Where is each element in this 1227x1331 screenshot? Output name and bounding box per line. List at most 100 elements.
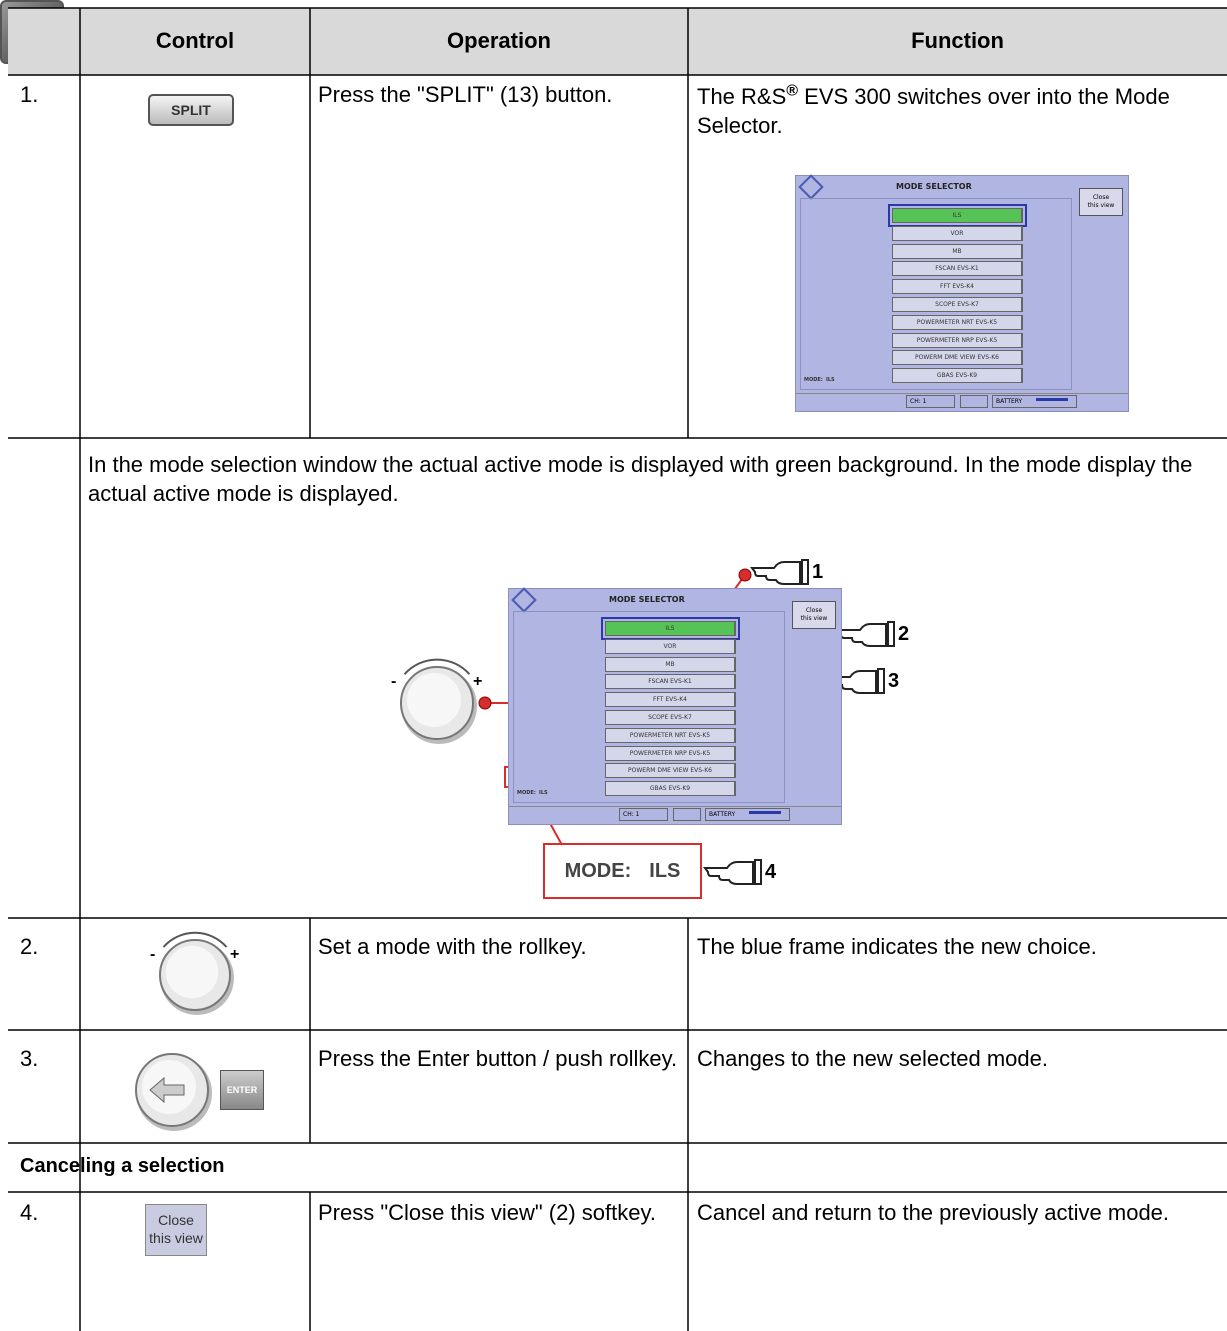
close-button-line: Close: [158, 1212, 194, 1228]
rollkey-plus: +: [473, 673, 483, 690]
close-view-line: this view: [1087, 202, 1115, 209]
close-view-button: Close this view: [792, 601, 836, 629]
mode-button: SCOPE EVS-K7: [605, 710, 736, 725]
function: The blue frame indicates the new choice.: [697, 934, 1097, 959]
step-number: 4.: [20, 1200, 39, 1225]
screen-title: MODE SELECTOR: [609, 595, 685, 604]
function: The R&S® EVS 300 switches over into the …: [697, 82, 1217, 140]
callout-number: 1: [812, 561, 824, 583]
mode-button: SCOPE EVS-K7: [892, 297, 1023, 312]
mode-indicator-value: ILS: [826, 377, 835, 383]
pointer-dot: [478, 696, 492, 710]
callout-number: 4: [765, 861, 777, 883]
note: In the mode selection window the actual …: [88, 452, 1193, 506]
mode-indicator: MODE:: [804, 377, 823, 383]
function-text: EVS 300 switches over into the Mode Sele…: [697, 84, 1170, 138]
battery-bar: [1036, 398, 1068, 401]
screen-panel: [800, 198, 1072, 390]
pointing-hand: [750, 559, 809, 585]
function-text: The R&S: [697, 84, 787, 109]
mode-button: GBAS EVS-K9: [605, 781, 736, 797]
logo: [798, 174, 824, 200]
mode-indicator: MODE:: [517, 790, 536, 796]
function: Cancel and return to the previously acti…: [697, 1200, 1170, 1225]
battery: BATTERY: [992, 395, 1077, 408]
mode-button: MB: [892, 243, 1023, 259]
step-number: 3.: [20, 1046, 39, 1071]
cuff: [887, 621, 895, 647]
close-button: Close this view: [145, 1204, 207, 1256]
rollkey: [400, 658, 477, 744]
knob-arrow: [162, 931, 228, 948]
mode-indicator-value: ILS: [539, 790, 548, 796]
rollkey: [159, 931, 234, 1015]
column-header: Function: [911, 28, 1004, 53]
rollkey-minus: -: [391, 673, 397, 690]
cuff: [877, 668, 885, 694]
operation: Press the "SPLIT" (13) button.: [318, 82, 613, 107]
callout-number: 3: [888, 670, 900, 692]
status-bar: [796, 393, 1128, 410]
column-header: Control: [155, 28, 235, 53]
mode-button: POWERMETER NRT EVS-K5: [605, 727, 736, 743]
pointing-hand: [703, 859, 762, 885]
callout-number: 2: [898, 623, 910, 645]
mode-button: POWERMETER NRP EVS-K5: [605, 745, 736, 761]
mode-selector-screen: MODE SELECTOR Close this view ILS VOR MB FSCAN…: [795, 174, 1129, 412]
registered-mark: ®: [786, 82, 799, 100]
mode-button: VOR: [892, 225, 1023, 241]
channel: CH: 1: [906, 395, 955, 408]
rollkey-minus: -: [150, 946, 156, 963]
mode-button: FFT EVS-K4: [892, 279, 1023, 295]
hand-outline: [703, 861, 754, 885]
hand-outline: [750, 561, 801, 585]
column-header: Operation: [447, 28, 551, 53]
mode-button: POWERM DME VIEW EVS-K6: [605, 763, 736, 779]
mode-button: POWERMETER NRP EVS-K5: [892, 332, 1023, 348]
battery-bar: [749, 811, 781, 814]
mode-button: FFT EVS-K4: [605, 692, 736, 708]
rollkey-plus: +: [230, 946, 240, 963]
mode-button: FSCAN EVS-K1: [605, 674, 736, 690]
close-view-line: Close: [1092, 194, 1110, 201]
mode-value: ILS: [649, 860, 681, 882]
battery: BATTERY: [705, 808, 790, 821]
mode-label: MODE:: [564, 860, 632, 882]
operation: Press "Close this view" (2) softkey.: [318, 1200, 656, 1225]
blank-cell: [960, 395, 988, 408]
header-fill: [8, 8, 1227, 75]
mode-button: MB: [605, 656, 736, 672]
function: Changes to the new selected mode.: [697, 1046, 1049, 1071]
pointing-hand: [836, 621, 895, 647]
pointer-dot: [738, 568, 752, 582]
cuff: [801, 559, 809, 585]
screen-panel: [513, 611, 785, 803]
knob-cap: [407, 673, 461, 727]
operation: Press the Enter button / push rollkey.: [318, 1046, 678, 1071]
blank-cell: [673, 808, 701, 821]
mode-button: ILS: [888, 204, 1027, 227]
step-number: 2.: [20, 934, 39, 959]
step-number: 1.: [20, 82, 39, 107]
cuff: [754, 859, 762, 885]
logo: [511, 587, 537, 613]
section-title: Canceling a selection: [20, 1155, 225, 1177]
close-view-line: Close: [805, 607, 823, 614]
mode-button: ILS: [601, 617, 740, 640]
knob-arrow: [403, 658, 471, 675]
operation: Set a mode with the rollkey.: [318, 934, 587, 959]
close-view-line: this view: [800, 615, 828, 622]
mode-button: VOR: [605, 638, 736, 654]
enter-button: ENTER: [220, 1070, 264, 1110]
enter-arrow: [149, 1076, 185, 1104]
channel: CH: 1: [619, 808, 668, 821]
knob-cap: [165, 945, 219, 999]
close-button-line: this view: [149, 1230, 203, 1246]
mode-button: FSCAN EVS-K1: [892, 261, 1023, 277]
screen-title: MODE SELECTOR: [896, 182, 972, 191]
close-view-button: Close this view: [1079, 188, 1123, 216]
split-button: SPLIT: [148, 94, 234, 126]
mode-display: MODE: ILS: [543, 843, 702, 899]
